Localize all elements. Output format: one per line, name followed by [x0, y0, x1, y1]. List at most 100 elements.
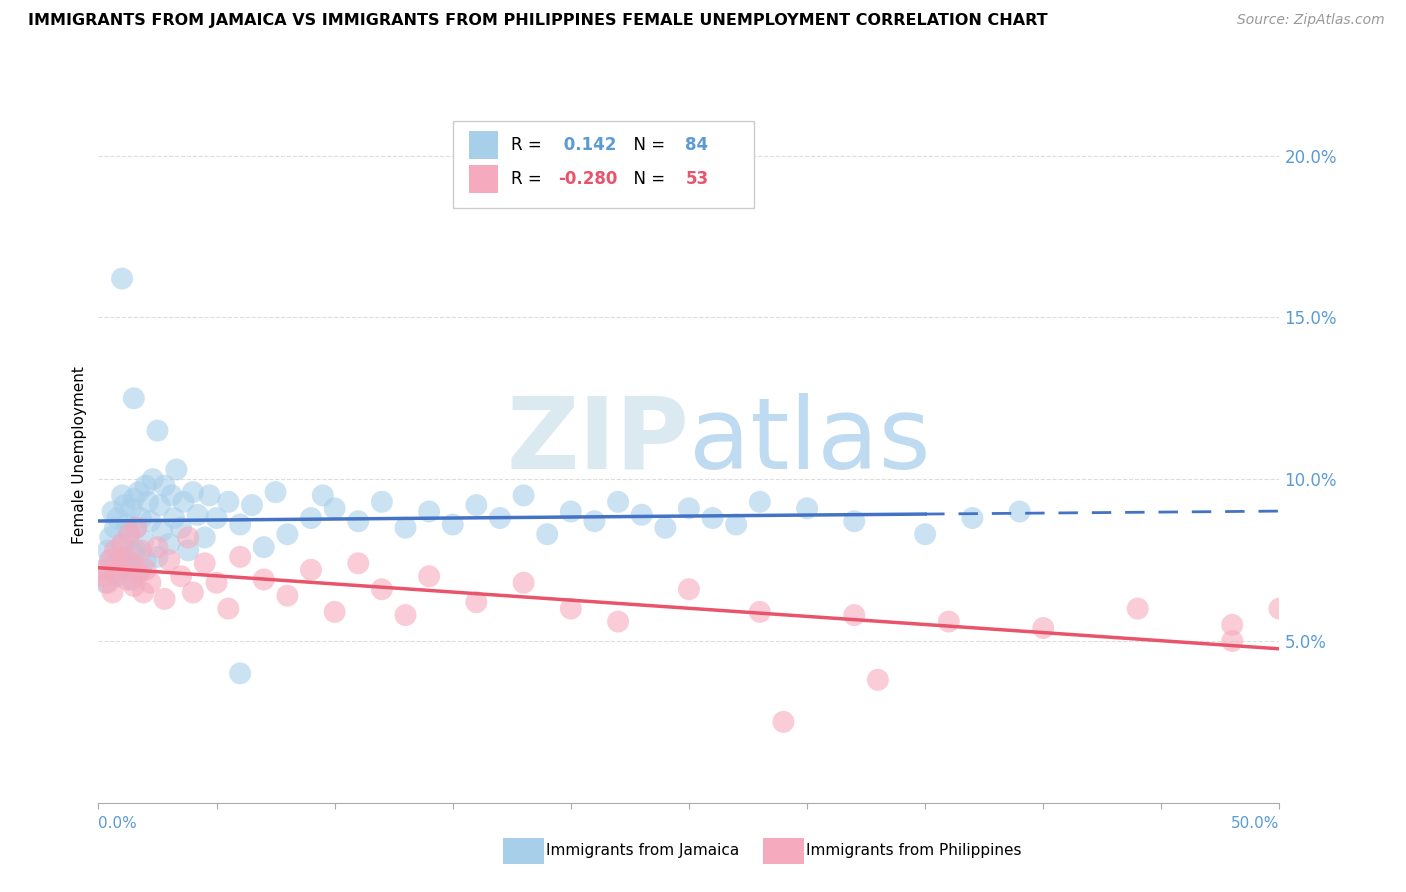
Point: [465, 595, 488, 609]
Point: [323, 501, 346, 516]
Point: [678, 582, 700, 597]
Point: [115, 573, 138, 587]
Point: [115, 517, 138, 532]
Point: [165, 462, 187, 476]
Point: [512, 575, 534, 590]
FancyBboxPatch shape: [470, 165, 498, 193]
Point: [132, 533, 155, 548]
Text: R =: R =: [510, 169, 547, 187]
Point: [536, 527, 558, 541]
Point: [418, 569, 440, 583]
Point: [122, 392, 145, 406]
Point: [132, 585, 155, 599]
Point: [128, 566, 150, 580]
Point: [111, 271, 134, 285]
Point: [121, 573, 143, 587]
Point: [172, 495, 194, 509]
Point: [748, 495, 770, 509]
Point: [170, 521, 193, 535]
Point: [702, 511, 724, 525]
Point: [299, 511, 322, 525]
Point: [181, 585, 204, 599]
Point: [418, 504, 440, 518]
Point: [122, 491, 145, 506]
Point: [607, 495, 630, 509]
Point: [205, 575, 228, 590]
Point: [844, 514, 866, 528]
Point: [1126, 601, 1149, 615]
Point: [121, 557, 143, 571]
Point: [725, 517, 748, 532]
Point: [772, 714, 794, 729]
Point: [312, 488, 335, 502]
Point: [101, 504, 124, 518]
Text: atlas: atlas: [689, 392, 931, 490]
Point: [583, 514, 606, 528]
Point: [91, 569, 114, 583]
Text: -0.280: -0.280: [558, 169, 617, 187]
Point: [104, 543, 127, 558]
FancyBboxPatch shape: [470, 131, 498, 159]
Point: [217, 495, 239, 509]
Text: 84: 84: [685, 136, 709, 154]
Point: [122, 547, 145, 561]
Point: [394, 521, 416, 535]
Point: [135, 553, 157, 567]
Point: [125, 521, 148, 535]
Point: [146, 549, 169, 564]
FancyBboxPatch shape: [453, 121, 754, 208]
Point: [146, 540, 169, 554]
Point: [748, 605, 770, 619]
Point: [264, 485, 287, 500]
Point: [229, 549, 252, 564]
Point: [142, 472, 165, 486]
Point: [153, 591, 176, 606]
Point: [177, 531, 200, 545]
Point: [157, 537, 180, 551]
Point: [94, 563, 117, 577]
Text: 53: 53: [685, 169, 709, 187]
Point: [607, 615, 630, 629]
Point: [187, 508, 209, 522]
Point: [253, 540, 276, 554]
Point: [205, 511, 228, 525]
Point: [1220, 617, 1243, 632]
Text: N =: N =: [623, 136, 671, 154]
Point: [560, 504, 582, 518]
Text: R =: R =: [510, 136, 547, 154]
Point: [678, 501, 700, 516]
Point: [844, 608, 866, 623]
Point: [135, 563, 157, 577]
Point: [121, 501, 143, 516]
Point: [135, 478, 157, 492]
Point: [1220, 634, 1243, 648]
Point: [240, 498, 263, 512]
Point: [441, 517, 464, 532]
Text: IMMIGRANTS FROM JAMAICA VS IMMIGRANTS FROM PHILIPPINES FEMALE UNEMPLOYMENT CORRE: IMMIGRANTS FROM JAMAICA VS IMMIGRANTS FR…: [28, 13, 1047, 29]
Point: [194, 531, 217, 545]
Point: [111, 537, 134, 551]
Point: [630, 508, 652, 522]
Point: [139, 514, 162, 528]
Point: [276, 589, 298, 603]
Point: [371, 582, 394, 597]
Point: [118, 527, 141, 541]
Point: [394, 608, 416, 623]
Y-axis label: Female Unemployment: Female Unemployment: [72, 366, 87, 544]
Point: [198, 488, 221, 502]
Point: [489, 511, 512, 525]
Text: 0.142: 0.142: [558, 136, 616, 154]
Point: [105, 511, 128, 525]
Point: [111, 488, 134, 502]
Point: [229, 517, 252, 532]
Point: [276, 527, 298, 541]
Point: [112, 549, 135, 564]
Point: [157, 553, 180, 567]
Point: [129, 511, 152, 525]
Point: [139, 575, 162, 590]
Point: [115, 557, 138, 571]
Point: [112, 559, 135, 574]
Point: [371, 495, 394, 509]
Point: [229, 666, 252, 681]
Point: [108, 559, 131, 574]
